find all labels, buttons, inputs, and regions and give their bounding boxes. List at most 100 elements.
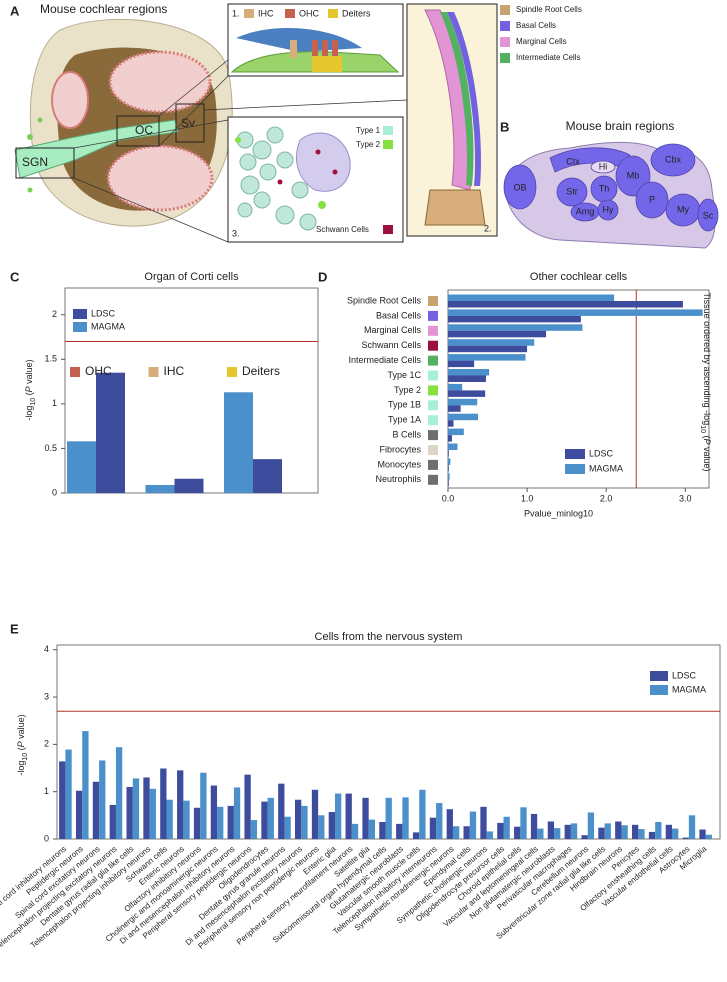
y-tick-label: 3 xyxy=(44,691,49,701)
hippocampus xyxy=(590,160,616,174)
bar xyxy=(402,797,409,839)
category-label: IHC xyxy=(164,364,185,378)
x-tick-label: 1.0 xyxy=(521,493,534,503)
category-swatch xyxy=(227,367,237,377)
connector xyxy=(203,99,408,111)
x-tick-label: 3.0 xyxy=(679,493,692,503)
legend-label: Type 1 xyxy=(356,126,381,135)
bar xyxy=(448,405,461,412)
panel-letter: E xyxy=(10,621,19,636)
category-swatch xyxy=(428,400,438,411)
bar xyxy=(96,372,125,493)
bar xyxy=(705,834,712,839)
bar xyxy=(699,829,706,839)
legend-swatch xyxy=(383,126,393,135)
bar xyxy=(233,787,241,839)
bar xyxy=(193,807,201,839)
region-label: OC xyxy=(135,123,153,137)
type1-cells xyxy=(236,126,317,231)
bar xyxy=(564,824,571,839)
category-label: Type 1A xyxy=(388,415,421,425)
bar xyxy=(200,772,207,839)
bar xyxy=(318,815,325,839)
bar xyxy=(351,823,359,839)
bar xyxy=(284,816,291,839)
bar xyxy=(448,435,452,442)
axis-title-part: value) xyxy=(702,445,712,472)
category-swatch xyxy=(428,459,438,470)
bar xyxy=(448,428,464,436)
category-swatch xyxy=(428,445,438,455)
bar xyxy=(570,823,578,839)
legend-label: IHC xyxy=(258,8,274,18)
legend-swatch xyxy=(328,9,338,18)
stria-intermediate xyxy=(440,12,474,186)
schwann-cell xyxy=(315,149,321,155)
axis-title-part: Tissue ordered by ascending -log xyxy=(702,292,712,425)
legend-label: Spindle Root Cells xyxy=(516,5,582,14)
deiters xyxy=(312,56,342,72)
legend-swatch xyxy=(383,140,393,149)
bar xyxy=(648,831,656,839)
region-label: SGN xyxy=(22,155,48,169)
bar xyxy=(497,822,504,839)
bar xyxy=(109,804,116,839)
bar xyxy=(581,835,588,839)
bar xyxy=(448,339,535,346)
brain-regions xyxy=(503,143,719,232)
bar xyxy=(688,815,696,839)
bar xyxy=(174,478,204,493)
axis-title: Pvalue_minlog10 xyxy=(524,508,593,518)
y-tick-label: 1.5 xyxy=(44,354,57,364)
legend-label: LDSC xyxy=(672,670,697,680)
inset-number: 2. xyxy=(484,223,492,233)
region-label: Ctx xyxy=(566,156,580,166)
axis-title-part: ( xyxy=(16,747,26,753)
axis-title-part: 10 xyxy=(22,753,29,761)
bar xyxy=(295,799,302,839)
category-swatch xyxy=(428,296,438,306)
bar xyxy=(448,413,479,421)
bar xyxy=(379,821,386,839)
panel-letter: A xyxy=(10,3,20,18)
axis-title-part: -log xyxy=(24,406,34,421)
bar xyxy=(311,789,319,839)
bar xyxy=(335,793,342,839)
region-label: Hi xyxy=(599,161,608,171)
bar xyxy=(638,829,645,839)
bar xyxy=(448,330,547,338)
region-label: Th xyxy=(599,183,610,193)
category-label: Basal Cells xyxy=(376,310,422,320)
category-label: Deiters xyxy=(242,364,280,378)
bar xyxy=(480,806,487,839)
bar xyxy=(587,812,595,839)
legend-swatch xyxy=(650,685,668,695)
legend-label: LDSC xyxy=(589,448,614,458)
stria-basal xyxy=(447,12,481,186)
axis-title-part: P xyxy=(16,741,26,747)
bar xyxy=(385,797,392,839)
category-label: Neutrophils xyxy=(375,474,421,484)
bar xyxy=(448,473,450,480)
bar xyxy=(345,793,352,839)
category-label: Schwann Cells xyxy=(361,340,421,350)
bar xyxy=(486,831,493,839)
region-label: Mb xyxy=(627,170,640,180)
legend-label: Type 2 xyxy=(356,140,381,149)
bar xyxy=(368,819,375,839)
bar xyxy=(604,823,611,839)
bar xyxy=(160,768,167,839)
schwann-cell xyxy=(332,169,338,175)
bar xyxy=(448,420,454,427)
bar xyxy=(261,801,268,839)
bar xyxy=(183,800,190,839)
category-label: B Cells xyxy=(392,429,421,439)
y-tick-label: 4 xyxy=(44,644,49,654)
category-label: Spindle Root Cells xyxy=(347,295,422,305)
region-label: Cbx xyxy=(665,154,682,164)
y-tick-label: 0 xyxy=(44,833,49,843)
axis-title-part: 10 xyxy=(699,425,706,433)
bar xyxy=(65,749,72,839)
axis-title: -log10 (P value) xyxy=(24,359,37,420)
